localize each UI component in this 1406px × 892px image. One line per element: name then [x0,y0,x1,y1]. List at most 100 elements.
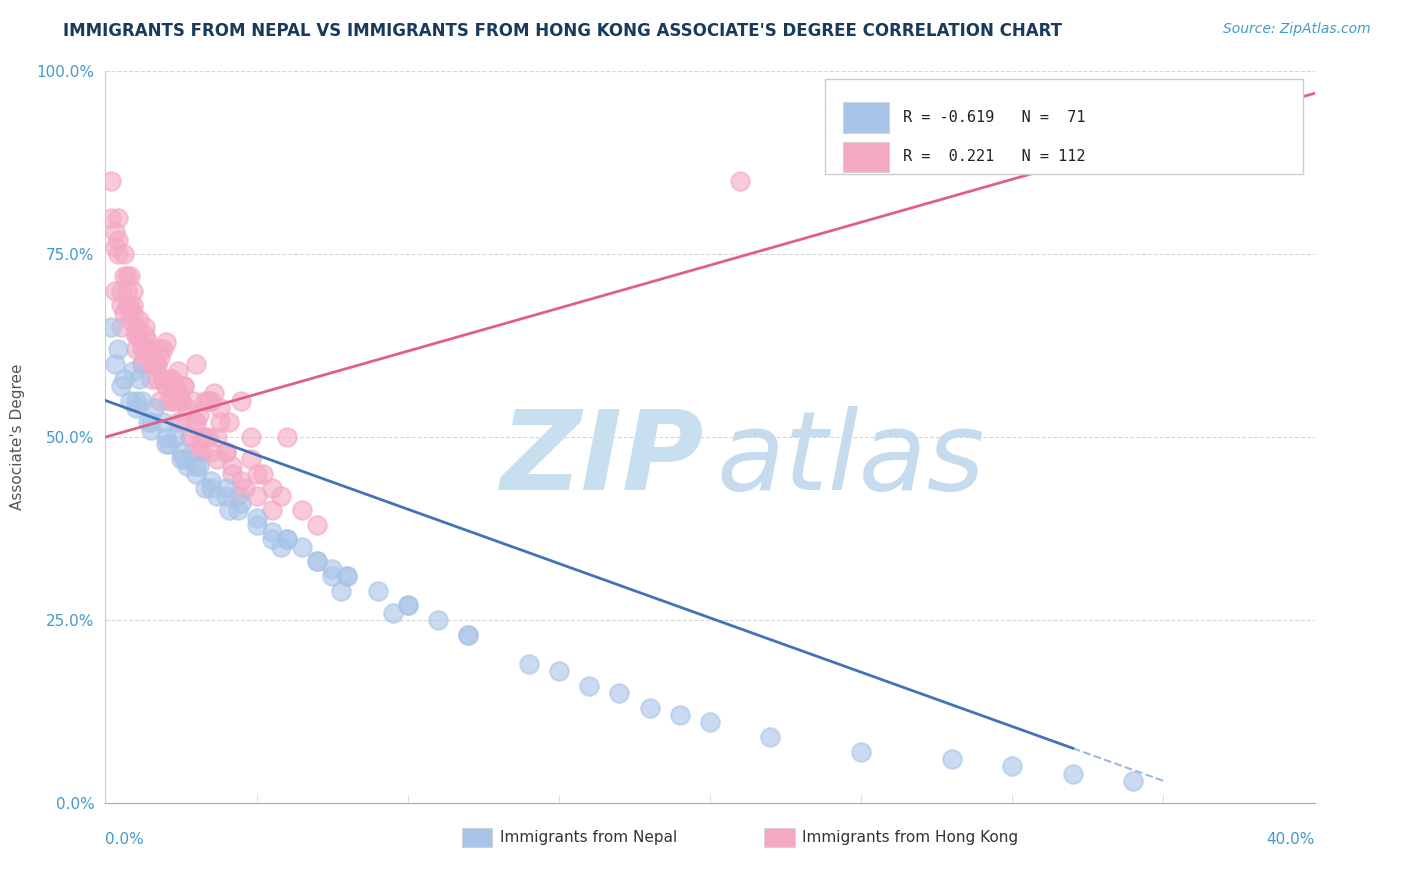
Text: Immigrants from Hong Kong: Immigrants from Hong Kong [801,830,1018,845]
Point [321,562,343,576]
Point [207,430,229,444]
Point [396,599,419,613]
Point [131,343,153,357]
Point [186,357,208,371]
Point [197,393,219,408]
Point [107,211,129,225]
Point [270,540,292,554]
Point [176,401,198,415]
Point [152,343,174,357]
Point [103,225,125,239]
Text: ZIP: ZIP [501,406,704,513]
Point [231,393,253,408]
Point [260,503,283,517]
Point [124,327,148,342]
Point [107,233,129,247]
Point [221,467,243,481]
Point [202,386,225,401]
Point [142,357,165,371]
FancyBboxPatch shape [825,78,1302,174]
Point [215,481,238,495]
Text: atlas: atlas [716,406,984,513]
Point [1001,759,1024,773]
Point [118,313,141,327]
Point [128,327,150,342]
Point [170,393,193,408]
Point [160,379,183,393]
Point [115,284,138,298]
Point [115,298,138,312]
Bar [844,102,889,133]
Point [200,474,222,488]
Point [246,489,269,503]
Point [139,416,162,430]
Point [239,430,262,444]
Point [209,401,232,415]
Point [149,393,172,408]
Point [134,343,156,357]
Point [181,393,204,408]
Point [107,343,129,357]
Point [207,452,229,467]
Point [188,408,211,422]
Point [163,379,186,393]
Point [699,715,721,730]
Text: 0.0%: 0.0% [105,832,145,847]
Point [107,247,129,261]
Point [260,533,283,547]
Point [136,416,159,430]
Point [609,686,631,700]
Point [330,583,353,598]
Point [759,730,782,744]
Point [173,379,195,393]
Point [152,371,174,385]
Point [118,393,141,408]
Point [139,371,162,385]
Point [191,430,214,444]
Point [194,481,217,495]
Point [246,517,269,532]
Point [131,357,153,371]
Point [669,708,692,723]
Point [228,503,250,517]
Point [336,569,359,583]
Point [200,393,222,408]
Point [270,489,292,503]
Point [124,343,148,357]
Text: Immigrants from Nepal: Immigrants from Nepal [499,830,676,845]
Point [849,745,872,759]
Bar [463,829,492,847]
Point [139,343,162,357]
Point [136,334,159,349]
Point [336,569,359,583]
Point [149,343,172,357]
Point [155,334,177,349]
Point [118,269,141,284]
Point [142,357,165,371]
Point [170,444,193,458]
Point [103,284,125,298]
Point [128,313,150,327]
Point [146,357,169,371]
Point [246,510,269,524]
Point [252,467,274,481]
Point [207,489,229,503]
Point [321,569,343,583]
Point [155,379,177,393]
Point [134,327,156,342]
Point [173,452,195,467]
Point [167,416,190,430]
Point [110,298,132,312]
Point [157,371,180,385]
Point [103,357,125,371]
Point [103,240,125,254]
Point [307,554,329,568]
Point [260,525,283,540]
Point [548,664,571,678]
Point [112,247,135,261]
Text: Source: ZipAtlas.com: Source: ZipAtlas.com [1223,22,1371,37]
Point [276,533,298,547]
Point [163,430,186,444]
Point [578,679,600,693]
Point [638,700,661,714]
